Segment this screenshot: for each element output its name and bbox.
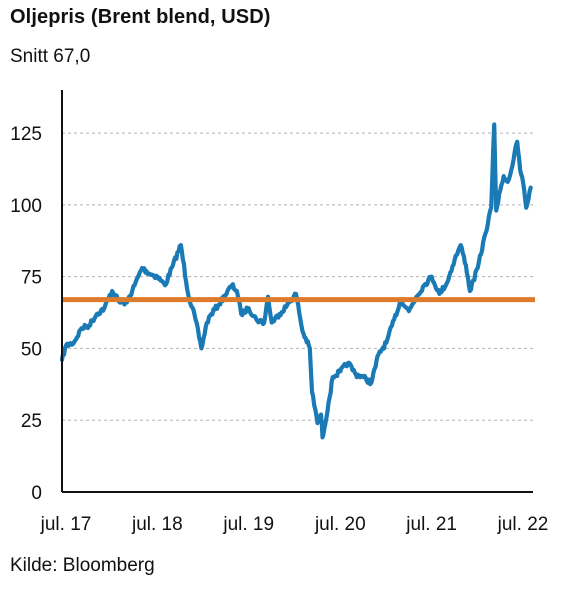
chart-subtitle: Snitt 67,0: [10, 46, 91, 67]
y-tick-label: 125: [10, 124, 42, 145]
x-tick-label: jul. 21: [405, 514, 457, 535]
series-line-brent: [59, 122, 533, 440]
y-tick-label: 0: [31, 483, 42, 504]
source-note: Kilde: Bloomberg: [10, 555, 155, 576]
x-tick-label: jul. 18: [131, 514, 183, 535]
x-axis-ticks: jul. 17 jul. 18 jul. 19 jul. 20 jul. 21 jul. …: [40, 514, 549, 535]
x-tick-label: jul. 19: [222, 514, 274, 535]
x-tick-label: jul. 17: [40, 514, 92, 535]
y-tick-label: 100: [10, 196, 42, 217]
chart-title: Oljepris (Brent blend, USD): [10, 6, 271, 28]
y-tick-label: 75: [21, 268, 42, 289]
x-tick-label: jul. 20: [314, 514, 366, 535]
y-axis-ticks: 0 25 50 75 100 125: [10, 124, 42, 504]
y-tick-label: 50: [21, 339, 42, 360]
gridlines: [62, 132, 533, 421]
y-tick-label: 25: [21, 411, 42, 432]
x-tick-label: jul. 22: [497, 514, 549, 535]
